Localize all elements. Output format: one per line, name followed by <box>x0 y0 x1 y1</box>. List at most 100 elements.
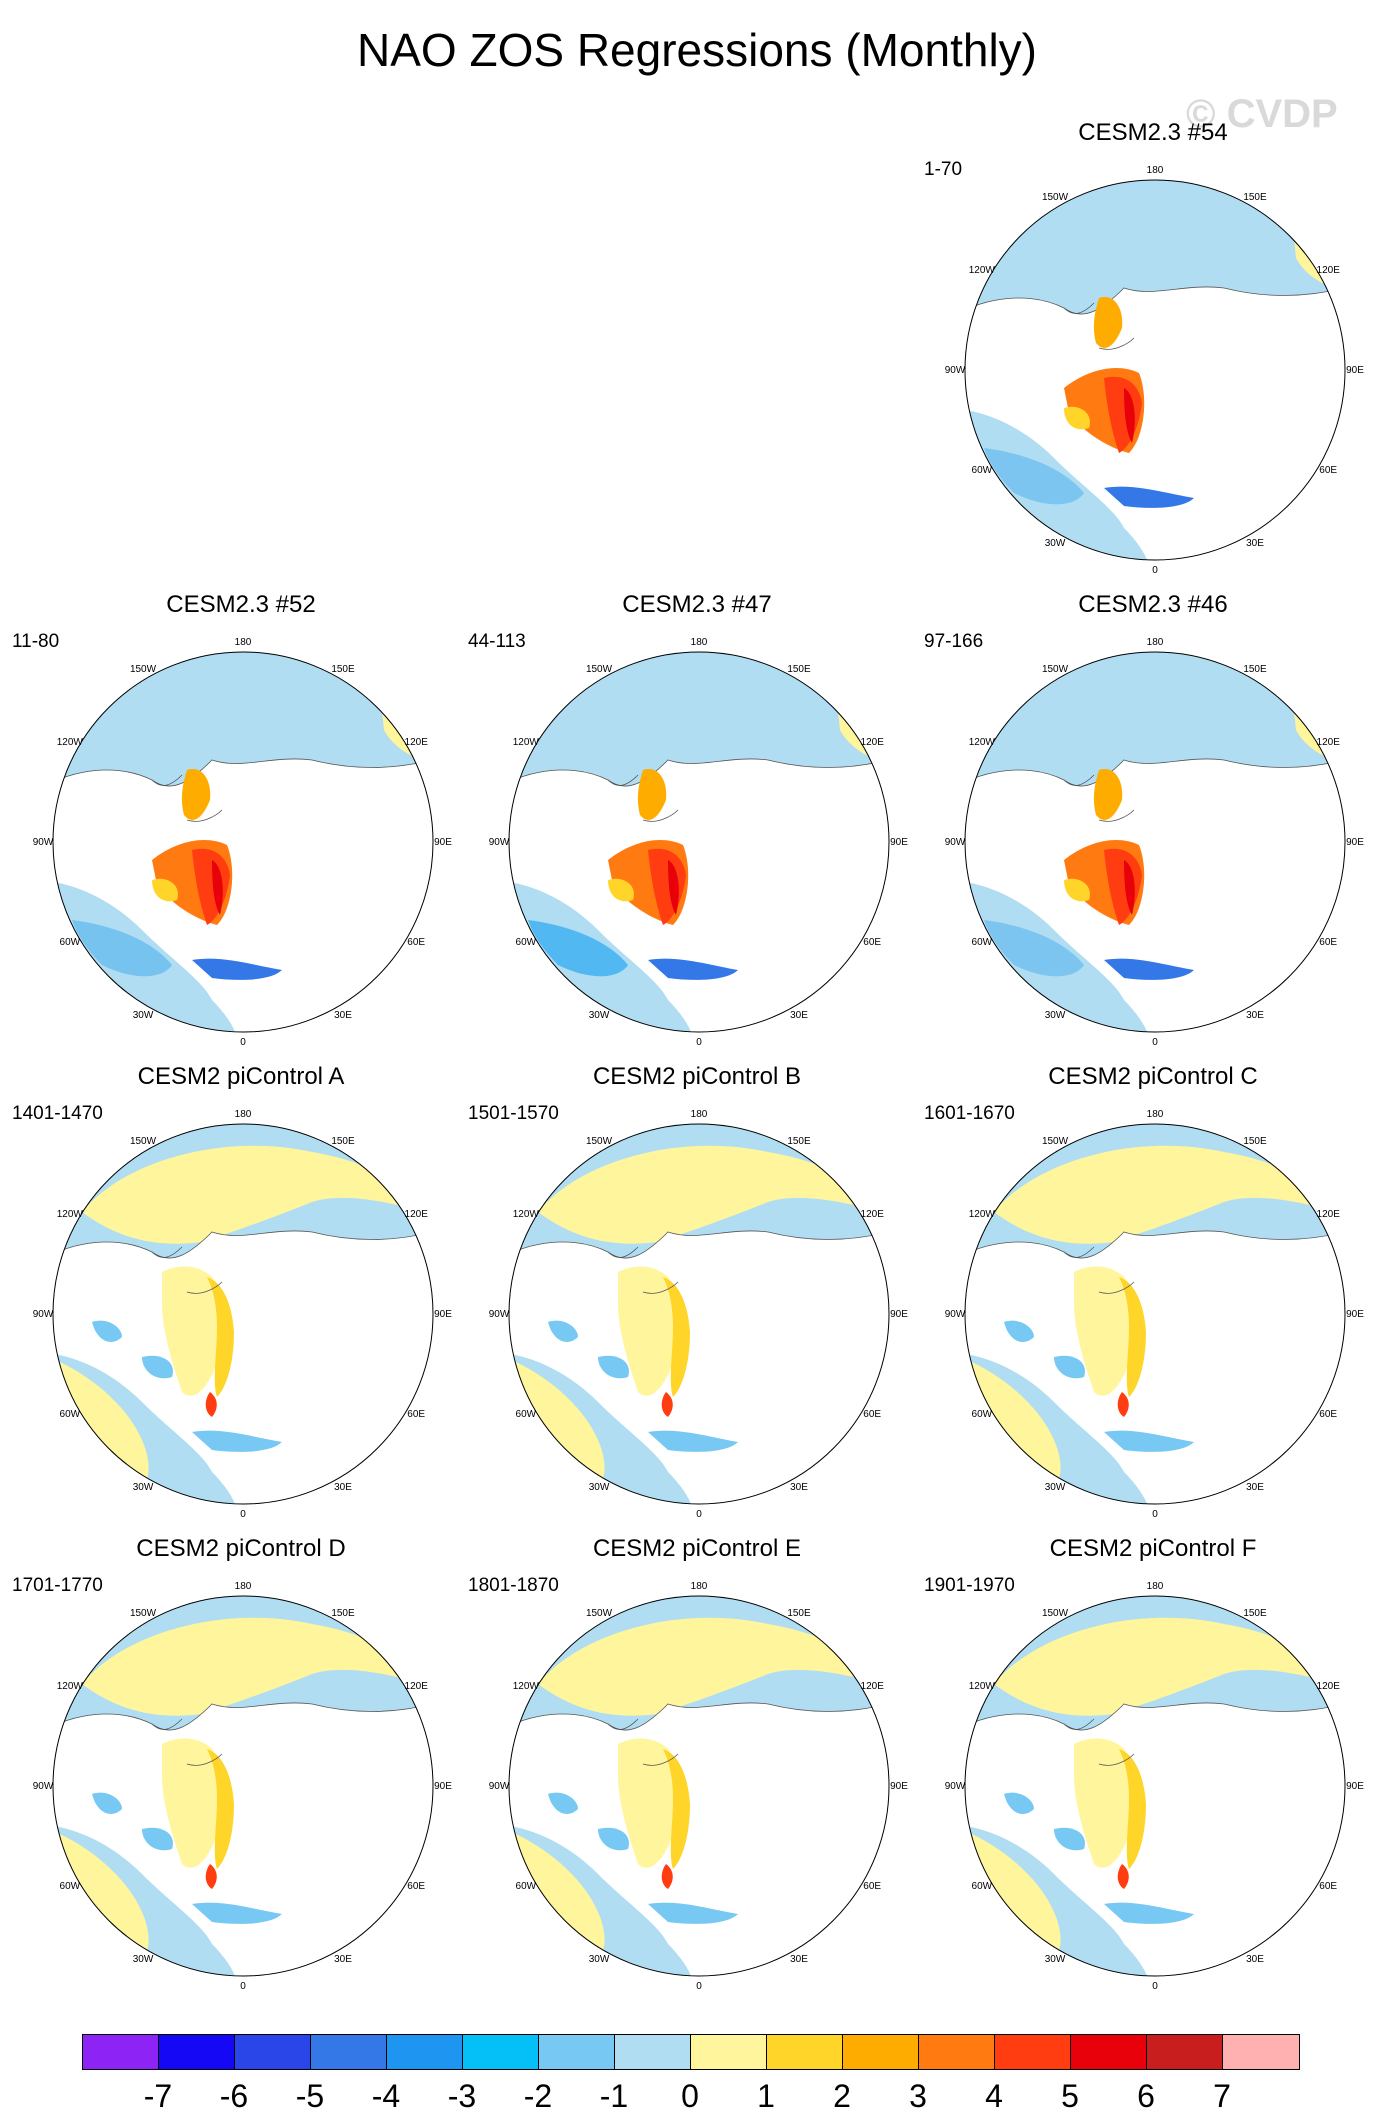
longitude-label: 120W <box>57 1681 84 1692</box>
longitude-label: 30E <box>334 1954 352 1965</box>
longitude-label: 0 <box>1152 1037 1158 1048</box>
longitude-label: 90E <box>890 837 908 848</box>
longitude-label: 90W <box>489 837 510 848</box>
longitude-label: 180 <box>1147 1581 1164 1592</box>
colorbar-label: -6 <box>219 2078 249 2114</box>
colorbar-swatch <box>615 2035 691 2069</box>
map-field <box>53 1124 433 1504</box>
longitude-label: 120W <box>57 737 84 748</box>
colorbar-swatch <box>767 2035 843 2069</box>
colorbar-label: 1 <box>757 2078 775 2114</box>
longitude-label: 120E <box>405 1681 429 1692</box>
map-field <box>965 652 1345 1032</box>
colorbar-label: 4 <box>985 2078 1003 2114</box>
longitude-label: 150W <box>1042 1136 1069 1147</box>
colorbar-label: 5 <box>1061 2078 1079 2114</box>
colorbar-swatch <box>463 2035 539 2069</box>
longitude-label: 150W <box>130 1136 157 1147</box>
longitude-label: 150W <box>586 1608 613 1619</box>
longitude-label: 90W <box>945 1309 966 1320</box>
longitude-label: 30W <box>1045 1010 1066 1021</box>
map-field <box>53 652 433 1032</box>
longitude-label: 90W <box>33 1781 54 1792</box>
longitude-label: 60E <box>1319 937 1337 948</box>
longitude-label: 150W <box>586 664 613 675</box>
panel-years: 1801-1870 <box>468 1575 559 1596</box>
longitude-label: 150E <box>787 1608 811 1619</box>
panel-title: CESM2.3 #52 <box>166 591 316 618</box>
longitude-label: 60E <box>407 1409 425 1420</box>
colorbar-swatch <box>539 2035 615 2069</box>
colorbar-swatch <box>1071 2035 1147 2069</box>
longitude-label: 150W <box>1042 664 1069 675</box>
colorbar-swatch <box>843 2035 919 2069</box>
longitude-label: 120W <box>969 265 996 276</box>
longitude-label: 60W <box>972 1409 993 1420</box>
longitude-label: 30E <box>1246 1010 1264 1021</box>
panel-title: CESM2 piControl B <box>592 1063 802 1090</box>
colorbar-label: -2 <box>523 2078 553 2114</box>
colorbar-swatch <box>919 2035 995 2069</box>
map-panel: CESM2 piControl E 1801-1870 180 150E 120E 90E… <box>468 1534 926 2004</box>
longitude-label: 180 <box>235 1581 252 1592</box>
longitude-label: 60W <box>60 937 81 948</box>
longitude-label: 30E <box>790 1010 808 1021</box>
map-panel: CESM2.3 #52 11-80 180 150E 120E 90E 60E 30E 0 30W… <box>12 590 470 1060</box>
longitude-label: 30W <box>1045 538 1066 549</box>
longitude-label: 180 <box>691 1581 708 1592</box>
map-field <box>965 1596 1345 1976</box>
longitude-label: 150E <box>331 1608 355 1619</box>
longitude-label: 60E <box>1319 465 1337 476</box>
longitude-label: 90W <box>945 837 966 848</box>
panel-title: CESM2.3 #54 <box>1078 119 1228 146</box>
longitude-label: 150E <box>331 1136 355 1147</box>
map-field <box>965 1124 1345 1504</box>
longitude-label: 120E <box>1317 1681 1341 1692</box>
longitude-label: 180 <box>1147 637 1164 648</box>
cvdp-watermark: © CVDP <box>1186 92 1338 136</box>
longitude-label: 30W <box>133 1954 154 1965</box>
panel-title: CESM2 piControl D <box>136 1535 346 1562</box>
colorbar-label: -5 <box>295 2078 325 2114</box>
panel-title: CESM2 piControl E <box>592 1535 802 1562</box>
longitude-label: 0 <box>696 1981 702 1992</box>
longitude-label: 60W <box>60 1881 81 1892</box>
longitude-label: 120W <box>969 737 996 748</box>
longitude-label: 120E <box>861 1681 885 1692</box>
map-panel: CESM2 piControl C 1601-1670 180 150E 120E 90E… <box>924 1062 1382 1532</box>
longitude-label: 120E <box>1317 265 1341 276</box>
longitude-label: 60W <box>972 1881 993 1892</box>
colorbar-swatch <box>83 2035 159 2069</box>
longitude-label: 150W <box>1042 192 1069 203</box>
longitude-label: 60E <box>1319 1409 1337 1420</box>
panel-title: CESM2.3 #46 <box>1078 591 1228 618</box>
map-panel: CESM2 piControl F 1901-1970 180 150E 120E 90E… <box>924 1534 1382 2004</box>
polar-map: 180 150E 120E 90E 60E 30E 0 30W 60W 90W 120W 150W <box>489 1581 909 1992</box>
longitude-label: 90W <box>945 1781 966 1792</box>
longitude-label: 60E <box>407 937 425 948</box>
colorbar-label: 7 <box>1213 2078 1231 2114</box>
polar-map: 180 150E 120E 90E 60E 30E 0 30W 60W 90W 120W 150W <box>945 165 1365 576</box>
colorbar-swatch <box>995 2035 1071 2069</box>
colorbar-swatch <box>235 2035 311 2069</box>
longitude-label: 150E <box>787 664 811 675</box>
panel-years: 44-113 <box>468 631 526 652</box>
polar-map: 180 150E 120E 90E 60E 30E 0 30W 60W 90W 120W 150W <box>33 1109 453 1520</box>
colorbar-label: -7 <box>143 2078 173 2114</box>
longitude-label: 90E <box>434 1309 452 1320</box>
polar-map: 180 150E 120E 90E 60E 30E 0 30W 60W 90W 120W 150W <box>33 637 453 1048</box>
longitude-label: 60W <box>516 1881 537 1892</box>
longitude-label: 90E <box>1346 837 1364 848</box>
longitude-label: 30W <box>133 1010 154 1021</box>
panel-title: CESM2 piControl C <box>1048 1063 1258 1090</box>
longitude-label: 0 <box>240 1981 246 1992</box>
figure-title: NAO ZOS Regressions (Monthly) <box>357 24 1037 76</box>
panel-title: CESM2 piControl A <box>137 1063 345 1090</box>
longitude-label: 60W <box>972 465 993 476</box>
longitude-label: 90E <box>1346 365 1364 376</box>
longitude-label: 30E <box>334 1482 352 1493</box>
longitude-label: 60W <box>60 1409 81 1420</box>
longitude-label: 180 <box>691 1109 708 1120</box>
longitude-label: 60W <box>972 937 993 948</box>
longitude-label: 120E <box>1317 737 1341 748</box>
